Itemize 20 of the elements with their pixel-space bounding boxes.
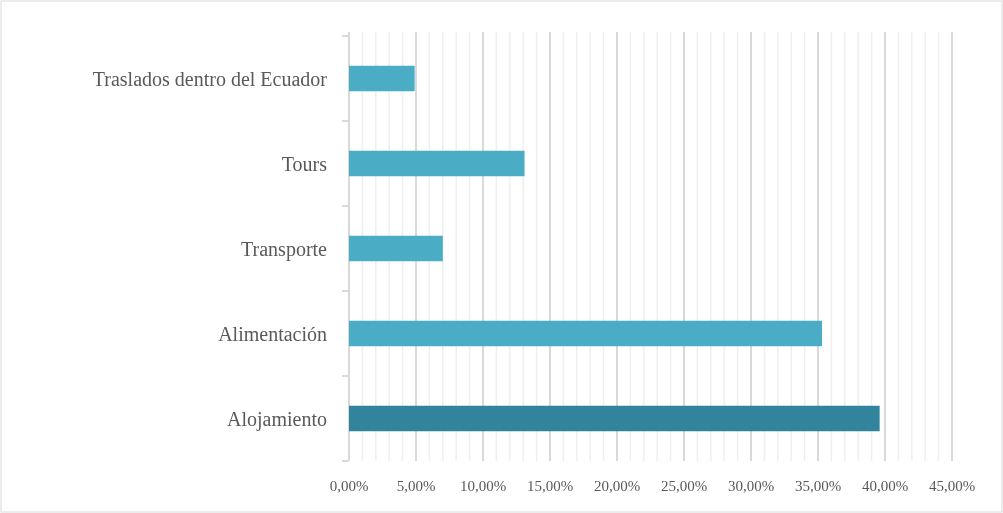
bar (349, 405, 880, 432)
bar (349, 235, 443, 262)
y-tick-label: Tours (281, 152, 328, 175)
x-tick-label: 15,00% (526, 478, 574, 494)
x-tick-label: 40,00% (861, 478, 909, 494)
x-tick-label: 35,00% (794, 478, 842, 494)
y-tick-label: Alimentación (218, 322, 327, 345)
y-tick-label: Traslados dentro del Ecuador (92, 67, 328, 90)
x-tick-label: 0,00% (329, 478, 369, 494)
x-tick-label: 25,00% (660, 478, 708, 494)
y-tick-label: Transporte (241, 237, 328, 261)
bar (349, 150, 525, 177)
bar (349, 320, 823, 347)
x-tick-label: 10,00% (459, 478, 507, 494)
x-tick-label: 5,00% (396, 478, 436, 494)
bar (349, 65, 415, 92)
x-tick-label: 45,00% (928, 478, 976, 494)
x-tick-label: 20,00% (593, 478, 641, 494)
y-tick-label: Alojamiento (227, 407, 327, 431)
x-tick-label: 30,00% (727, 478, 775, 494)
